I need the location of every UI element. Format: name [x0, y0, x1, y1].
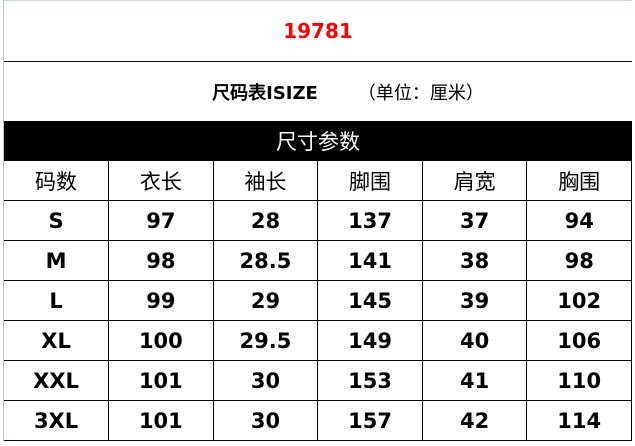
table-cell: 42 — [421, 400, 528, 441]
table-cell: 100 — [108, 320, 214, 361]
table-cell: 141 — [317, 240, 423, 281]
table-cell: 37 — [421, 200, 528, 241]
table-row: XL 100 29.5 149 40 106 — [4, 320, 632, 361]
table-cell: 114 — [526, 400, 632, 441]
table-cell: 98 — [526, 240, 632, 281]
table-cell: S — [4, 200, 110, 241]
table-cell: 29.5 — [212, 320, 319, 361]
table-row: S 97 28 137 37 94 — [4, 200, 632, 241]
column-header: 胸围 — [526, 161, 632, 201]
column-header: 脚围 — [317, 161, 423, 201]
table-cell: 110 — [526, 360, 632, 401]
table-row: XXL 101 30 153 41 110 — [4, 360, 632, 401]
chart-title: 尺码表ISIZE — [212, 82, 318, 104]
table-cell: 101 — [108, 360, 214, 401]
table-cell: 38 — [421, 240, 528, 281]
chart-subtitle: 尺码表ISIZE （单位：厘米） — [4, 62, 632, 121]
table-cell: 3XL — [4, 400, 110, 441]
column-header: 肩宽 — [421, 161, 528, 201]
table-row: M 98 28.5 141 38 98 — [4, 240, 632, 281]
table-cell: 149 — [317, 320, 423, 361]
table-cell: XL — [4, 320, 110, 361]
column-header: 码数 — [4, 161, 110, 201]
table-cell: 98 — [108, 240, 214, 281]
table-cell: 39 — [421, 280, 528, 321]
table-cell: 94 — [526, 200, 632, 241]
table-cell: 28 — [212, 200, 319, 241]
table-cell: 106 — [526, 320, 632, 361]
table-cell: 28.5 — [212, 240, 319, 281]
table-cell: 157 — [317, 400, 423, 441]
table-row: L 99 29 145 39 102 — [4, 280, 632, 321]
column-header: 衣长 — [108, 161, 214, 201]
table-cell: 145 — [317, 280, 423, 321]
column-header: 袖长 — [212, 161, 319, 201]
section-band: 尺寸参数 — [4, 121, 632, 161]
unit-label: （单位：厘米） — [357, 82, 484, 104]
table-cell: XXL — [4, 360, 110, 401]
product-code: 19781 — [4, 0, 632, 62]
table-cell: M — [4, 240, 110, 281]
size-table: 码数 衣长 袖长 脚围 肩宽 胸围 S 97 28 137 37 94 M 98 28.5 141 38 98 L 9… — [4, 161, 632, 441]
table-cell: 102 — [526, 280, 632, 321]
table-cell: 29 — [212, 280, 319, 321]
header-row: 码数 衣长 袖长 脚围 肩宽 胸围 — [4, 161, 632, 201]
table-cell: 40 — [421, 320, 528, 361]
table-cell: 99 — [108, 280, 214, 321]
table-cell: 30 — [212, 360, 319, 401]
table-cell: 41 — [421, 360, 528, 401]
table-cell: 97 — [108, 200, 214, 241]
table-cell: 153 — [317, 360, 423, 401]
table-cell: 101 — [108, 400, 214, 441]
table-cell: L — [4, 280, 110, 321]
size-chart: 19781 尺码表ISIZE （单位：厘米） 尺寸参数 码数 衣长 袖长 脚围 肩宽 胸围… — [3, 0, 632, 441]
table-row: 3XL 101 30 157 42 114 — [4, 400, 632, 441]
table-cell: 137 — [317, 200, 423, 241]
table-cell: 30 — [212, 400, 319, 441]
